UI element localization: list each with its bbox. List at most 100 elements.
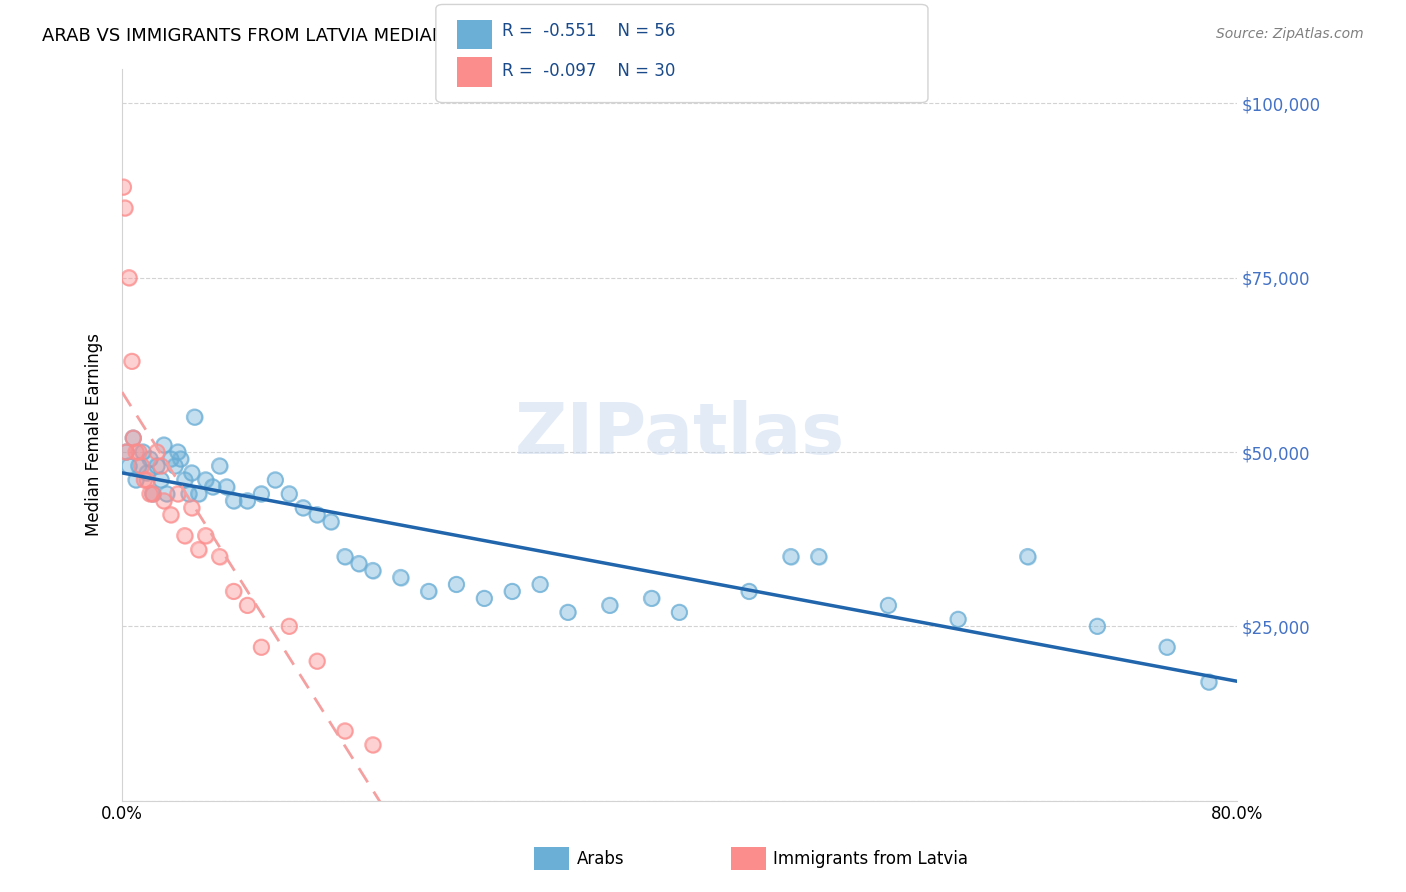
Text: ARAB VS IMMIGRANTS FROM LATVIA MEDIAN FEMALE EARNINGS CORRELATION CHART: ARAB VS IMMIGRANTS FROM LATVIA MEDIAN FE… — [42, 27, 821, 45]
Point — [122, 431, 145, 445]
Point — [115, 445, 138, 459]
Point — [187, 487, 209, 501]
Point — [187, 542, 209, 557]
Point — [180, 466, 202, 480]
Point — [128, 445, 150, 459]
Point — [222, 493, 245, 508]
Point — [131, 458, 153, 473]
Point — [208, 458, 231, 473]
Point — [319, 515, 342, 529]
Point — [163, 458, 186, 473]
Point — [118, 458, 141, 473]
Point — [180, 500, 202, 515]
Point — [114, 201, 136, 215]
Y-axis label: Median Female Earnings: Median Female Earnings — [86, 333, 103, 536]
Point — [128, 458, 150, 473]
Point — [333, 549, 356, 564]
Point — [250, 640, 273, 655]
Point — [1198, 675, 1220, 690]
Point — [361, 564, 384, 578]
Point — [115, 445, 138, 459]
Point — [418, 584, 440, 599]
Point — [877, 599, 900, 613]
Point — [529, 577, 551, 591]
Point — [183, 410, 205, 425]
Point — [946, 612, 969, 626]
Text: R =  -0.551    N = 56: R = -0.551 N = 56 — [502, 22, 675, 40]
Point — [501, 584, 523, 599]
Point — [153, 493, 176, 508]
Point — [668, 606, 690, 620]
Point — [173, 529, 195, 543]
Point — [1198, 675, 1220, 690]
Text: Immigrants from Latvia: Immigrants from Latvia — [773, 850, 969, 868]
Point — [738, 584, 761, 599]
Point — [146, 458, 169, 473]
Point — [640, 591, 662, 606]
Point — [139, 452, 162, 467]
Point — [446, 577, 468, 591]
Point — [118, 458, 141, 473]
Point — [159, 452, 181, 467]
Point — [132, 445, 155, 459]
Point — [599, 599, 621, 613]
Point — [1156, 640, 1178, 655]
Point — [180, 466, 202, 480]
Point — [139, 487, 162, 501]
Point — [347, 557, 370, 571]
Point — [146, 445, 169, 459]
Point — [236, 493, 259, 508]
Point — [599, 599, 621, 613]
Point — [183, 410, 205, 425]
Point — [159, 508, 181, 522]
Point — [166, 445, 188, 459]
Point — [180, 500, 202, 515]
Point — [146, 445, 169, 459]
Point — [946, 612, 969, 626]
Point — [222, 584, 245, 599]
Point — [115, 445, 138, 459]
Point — [139, 452, 162, 467]
Point — [779, 549, 801, 564]
Point — [807, 549, 830, 564]
Point — [122, 431, 145, 445]
Point — [114, 201, 136, 215]
Point — [640, 591, 662, 606]
Point — [194, 529, 217, 543]
Text: Arabs: Arabs — [576, 850, 624, 868]
Point — [139, 487, 162, 501]
Point — [250, 487, 273, 501]
Point — [1017, 549, 1039, 564]
Point — [150, 473, 173, 487]
Point — [150, 458, 173, 473]
Point — [236, 493, 259, 508]
Point — [159, 508, 181, 522]
Point — [118, 270, 141, 285]
Point — [333, 723, 356, 738]
Point — [278, 619, 301, 633]
Point — [166, 487, 188, 501]
Point — [112, 180, 135, 194]
Point — [142, 487, 165, 501]
Point — [163, 458, 186, 473]
Point — [250, 487, 273, 501]
Point — [292, 500, 315, 515]
Point — [166, 445, 188, 459]
Point — [501, 584, 523, 599]
Point — [361, 564, 384, 578]
Point — [236, 599, 259, 613]
Point — [215, 480, 238, 494]
Point — [146, 458, 169, 473]
Point — [142, 487, 165, 501]
Point — [333, 723, 356, 738]
Point — [194, 473, 217, 487]
Point — [136, 466, 159, 480]
Point — [333, 549, 356, 564]
Point — [153, 493, 176, 508]
Point — [134, 473, 156, 487]
Point — [173, 529, 195, 543]
Point — [128, 458, 150, 473]
Point — [118, 270, 141, 285]
Point — [264, 473, 287, 487]
Point — [250, 640, 273, 655]
